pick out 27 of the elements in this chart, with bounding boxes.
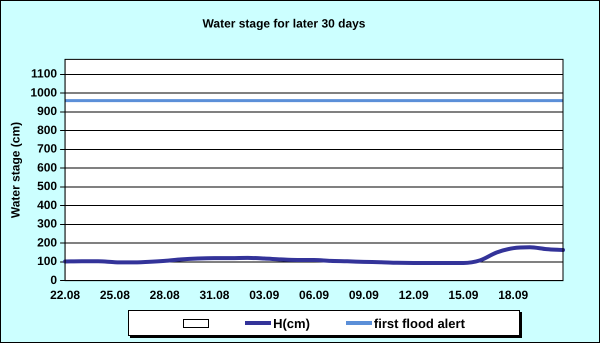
y-tick-label: 400 (37, 198, 58, 212)
legend-label: first flood alert (374, 316, 465, 330)
x-tick-label: 25.08 (100, 288, 130, 302)
x-tick-label: 18.09 (498, 288, 529, 302)
y-tick-label: 500 (37, 179, 58, 194)
x-tick-label: 06.09 (299, 288, 330, 302)
x-tick-label: 31.08 (199, 288, 230, 302)
chart-title: Water stage for later 30 days (202, 16, 366, 31)
y-tick-label: 800 (37, 122, 58, 137)
y-axis-title: Water stage (cm) (8, 122, 23, 218)
y-tick-label: 1100 (31, 66, 58, 81)
y-tick-label: 0 (50, 272, 58, 287)
y-tick-label: 600 (37, 160, 58, 174)
x-tick-label: 09.09 (348, 288, 380, 302)
line-series (63, 245, 565, 265)
y-tick-label: 900 (37, 104, 58, 118)
x-tick-label: 22.08 (50, 288, 80, 302)
x-tick-label: 03.09 (249, 288, 280, 302)
x-tick-label: 28.08 (150, 288, 180, 302)
y-tick-label: 1000 (30, 85, 58, 100)
x-tick-label: 15.09 (448, 288, 479, 302)
y-tick-label: 700 (37, 142, 58, 156)
y-tick-label: 100 (37, 254, 58, 268)
y-tick-label: 300 (37, 216, 58, 231)
legend-label: H(cm) (273, 316, 310, 330)
x-tick-label: 12.09 (398, 288, 429, 302)
y-tick-label: 200 (37, 235, 58, 250)
